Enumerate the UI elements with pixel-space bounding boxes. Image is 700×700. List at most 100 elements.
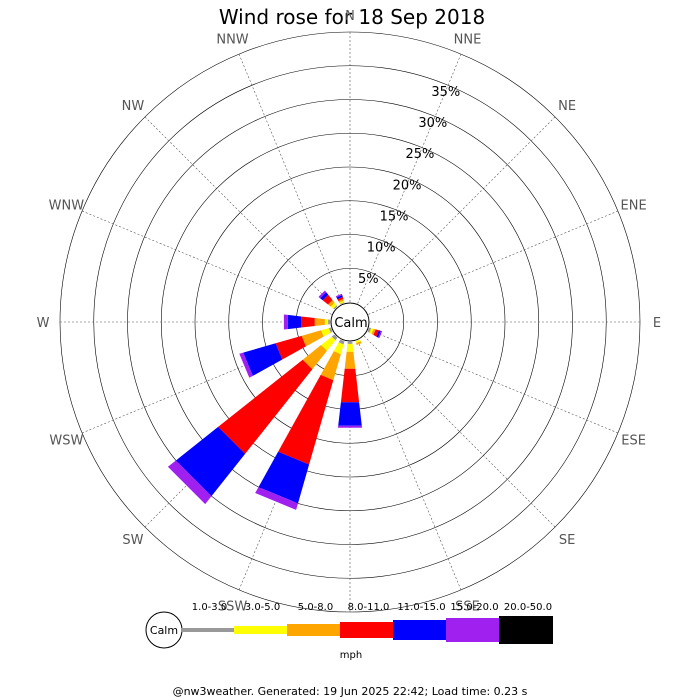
bar-nw-3.0-5.0 — [330, 302, 337, 309]
bar-nnw-3.0-5.0 — [339, 300, 345, 304]
direction-label-nne: NNE — [454, 32, 482, 47]
bar-w-8.0-11.0 — [301, 316, 315, 328]
bar-nnw-1.0-3.0 — [340, 302, 345, 305]
bar-wsw-1.0-3.0 — [328, 327, 333, 333]
bar-nw-5.0-8.0 — [328, 300, 335, 307]
direction-label-sse: SSE — [455, 600, 480, 615]
legend-label-5.0-8.0: 5.0-8.0 — [298, 602, 333, 613]
ring-label-20: 20% — [393, 178, 422, 193]
bar-nw-11.0-15.0 — [320, 292, 329, 301]
bar-ese-15.0-20.0 — [378, 330, 383, 339]
bar-nnw-5.0-8.0 — [338, 298, 344, 303]
bar-s-15.0-20.0 — [338, 425, 362, 428]
ring-label-5: 5% — [358, 272, 379, 287]
direction-label-wnw: WNW — [49, 199, 85, 214]
bar-ssw-15.0-20.0 — [255, 487, 298, 510]
spoke-nw — [144, 116, 337, 309]
direction-label-nw: NW — [122, 99, 145, 114]
chart-title: Wind rose for 18 Sep 2018 — [219, 5, 485, 29]
direction-label-se: SE — [559, 533, 575, 548]
legend-swatch-3.0-5.0 — [234, 626, 287, 634]
bar-ssw-5.0-8.0 — [320, 351, 341, 381]
bar-ese-5.0-8.0 — [371, 328, 376, 335]
bar-sw-8.0-11.0 — [218, 359, 313, 454]
bar-sse-3.0-5.0 — [355, 339, 361, 344]
bar-s-11.0-15.0 — [338, 402, 362, 426]
bar-ssw-8.0-11.0 — [278, 374, 334, 465]
bar-nw-15.0-20.0 — [318, 290, 327, 299]
spoke-ne — [363, 116, 556, 309]
bar-wsw-11.0-15.0 — [243, 343, 283, 376]
bar-s-3.0-5.0 — [346, 343, 354, 352]
bar-sw-3.0-5.0 — [321, 336, 336, 351]
bar-ese-1.0-3.0 — [367, 327, 372, 333]
bar-w-1.0-3.0 — [328, 319, 331, 325]
direction-label-n: N — [345, 9, 355, 24]
bar-w-3.0-5.0 — [324, 319, 329, 325]
direction-label-nnw: NNW — [216, 32, 248, 47]
ring-label-25: 25% — [405, 147, 434, 162]
direction-label-sw: SW — [122, 533, 143, 548]
legend-label-8.0-11.0: 8.0-11.0 — [348, 602, 390, 613]
legend-calm-label: Calm — [150, 624, 178, 637]
bar-w-15.0-20.0 — [283, 314, 288, 330]
legend-swatch-8.0-11.0 — [340, 622, 393, 638]
calm-label: Calm — [334, 316, 367, 331]
bar-ese-11.0-15.0 — [376, 330, 381, 338]
bar-ese-3.0-5.0 — [369, 328, 374, 334]
direction-label-ne: NE — [558, 99, 576, 114]
bar-ssw-11.0-15.0 — [258, 451, 310, 504]
bar-nw-8.0-11.0 — [322, 294, 333, 305]
bar-w-5.0-8.0 — [314, 318, 325, 326]
spoke-sse — [357, 340, 462, 591]
direction-label-w: W — [37, 316, 50, 331]
legend-label-1.0-3.0: 1.0-3.0 — [192, 602, 227, 613]
legend-label-3.0-5.0: 3.0-5.0 — [245, 602, 280, 613]
spoke-wnw — [81, 210, 332, 315]
direction-label-ene: ENE — [621, 199, 647, 214]
spoke-ese — [368, 329, 619, 434]
bar-ese-8.0-11.0 — [373, 329, 379, 337]
bar-ssw-1.0-3.0 — [338, 339, 345, 345]
legend-swatch-1.0-3.0 — [181, 628, 234, 632]
bar-sw-1.0-3.0 — [331, 334, 338, 341]
bar-nnw-8.0-11.0 — [337, 296, 344, 301]
legend-unit: mph — [340, 650, 362, 661]
bar-ssw-3.0-5.0 — [333, 342, 344, 355]
bar-s-1.0-3.0 — [347, 341, 353, 344]
spoke-se — [363, 335, 556, 528]
legend-swatch-20.0-50.0 — [499, 616, 553, 644]
calm-circle — [330, 302, 370, 342]
bar-wsw-8.0-11.0 — [275, 335, 306, 360]
legend-label-11.0-15.0: 11.0-15.0 — [397, 602, 445, 613]
bar-s-5.0-8.0 — [344, 351, 356, 369]
legend-swatch-15.0-20.0 — [446, 618, 499, 642]
direction-label-wsw: WSW — [49, 433, 83, 448]
wind-bars — [167, 290, 383, 510]
spoke-nnw — [238, 53, 343, 304]
bar-sw-15.0-20.0 — [167, 460, 212, 505]
bar-w-11.0-15.0 — [287, 314, 302, 330]
ring-label-30: 30% — [418, 116, 447, 131]
footer-text: @nw3weather. Generated: 19 Jun 2025 22:4… — [173, 685, 528, 698]
ring-30 — [127, 99, 573, 545]
bar-nw-1.0-3.0 — [333, 305, 338, 310]
bar-wsw-3.0-5.0 — [321, 328, 331, 337]
bar-wsw-5.0-8.0 — [301, 330, 324, 347]
direction-label-ese: ESE — [621, 433, 646, 448]
bar-s-8.0-11.0 — [340, 368, 360, 403]
direction-label-ssw: SSW — [218, 600, 248, 615]
bar-nnw-11.0-15.0 — [336, 295, 343, 300]
bar-nnw-15.0-20.0 — [335, 293, 343, 298]
bar-sse-5.0-8.0 — [356, 341, 362, 346]
bar-sw-11.0-15.0 — [175, 426, 246, 497]
legend-swatch-11.0-15.0 — [393, 620, 446, 640]
spoke-nne — [357, 53, 462, 304]
bar-wsw-15.0-20.0 — [239, 352, 253, 378]
ring-labels: 5% 10% 15% 20% 25% 30% 35% — [358, 85, 460, 287]
ring-label-10: 10% — [367, 241, 396, 256]
bar-sw-5.0-8.0 — [302, 345, 327, 370]
direction-label-e: E — [653, 316, 661, 331]
legend-label-20.0-50.0: 20.0-50.0 — [504, 602, 552, 613]
